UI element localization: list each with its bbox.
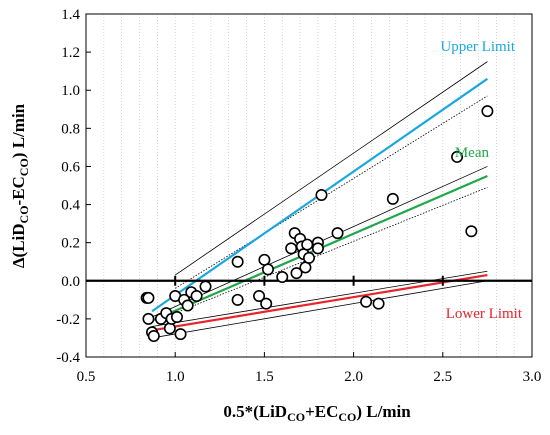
data-point	[142, 312, 155, 325]
data-point	[276, 270, 289, 283]
plot-frame	[85, 13, 533, 358]
data-point	[170, 310, 183, 323]
data-point	[301, 238, 314, 251]
x-axis-title: 0.5*(LiDCO+ECCO) L/min	[223, 402, 411, 424]
x-tick-label: 0.5	[77, 369, 96, 385]
axis-layer: -0.4 -0.2 0.0 0.2 0.4 0.6 0.8 1.0 1.2 1.4 0.5 1.0 1.…	[56, 7, 541, 385]
data-point	[290, 267, 303, 280]
data-point	[285, 242, 298, 255]
data-point	[481, 105, 494, 118]
data-point	[181, 299, 194, 312]
data-point	[311, 242, 324, 255]
x-tick-label: 2.0	[344, 369, 363, 385]
data-point	[315, 189, 328, 202]
x-tick-label: 2.5	[433, 369, 452, 385]
y-tick-label: 1.2	[61, 45, 80, 61]
data-point	[147, 330, 160, 343]
point-layer	[140, 105, 494, 343]
mean-confidence-band	[175, 187, 488, 314]
x-tick-label: 3.0	[523, 369, 542, 385]
data-point	[253, 290, 266, 303]
lower-limit-label: Lower Limit	[446, 306, 523, 322]
lower-confidence-band	[151, 280, 488, 339]
y-tick-label: 0.2	[61, 236, 80, 252]
data-point	[199, 280, 212, 293]
data-point	[302, 251, 315, 264]
y-tick-label: 0.8	[61, 121, 80, 137]
data-point	[142, 291, 155, 304]
data-point	[386, 192, 399, 205]
data-point	[451, 150, 464, 163]
lower-line	[151, 273, 488, 332]
data-point	[260, 297, 273, 310]
data-point	[261, 263, 274, 276]
data-point	[372, 297, 385, 310]
grid-layer	[103, 14, 515, 357]
y-axis-title: Δ(LiDCO-ECCO) L/min	[9, 103, 31, 268]
y-tick-label: 0.4	[61, 198, 80, 214]
data-point	[360, 295, 373, 308]
data-point	[174, 328, 187, 341]
y-tick-label: -0.4	[56, 350, 80, 366]
upper-confidence-band	[174, 61, 488, 276]
x-tick-label: 1.0	[166, 369, 185, 385]
y-tick-label: 1.4	[61, 7, 80, 23]
upper-confidence-band	[174, 95, 488, 289]
x-tick-label: 1.5	[255, 369, 274, 385]
data-point	[231, 255, 244, 268]
data-point	[163, 322, 176, 335]
data-point	[331, 227, 344, 240]
y-tick-label: 1.0	[61, 83, 80, 99]
mean-label: Mean	[455, 145, 490, 161]
data-point	[231, 293, 244, 306]
y-tick-label: 0.6	[61, 159, 80, 175]
data-point	[190, 290, 203, 303]
y-tick-label: -0.2	[56, 312, 80, 328]
upper-limit-label: Upper Limit	[440, 39, 515, 55]
data-point	[465, 225, 478, 238]
y-tick-label: 0.0	[61, 274, 80, 290]
